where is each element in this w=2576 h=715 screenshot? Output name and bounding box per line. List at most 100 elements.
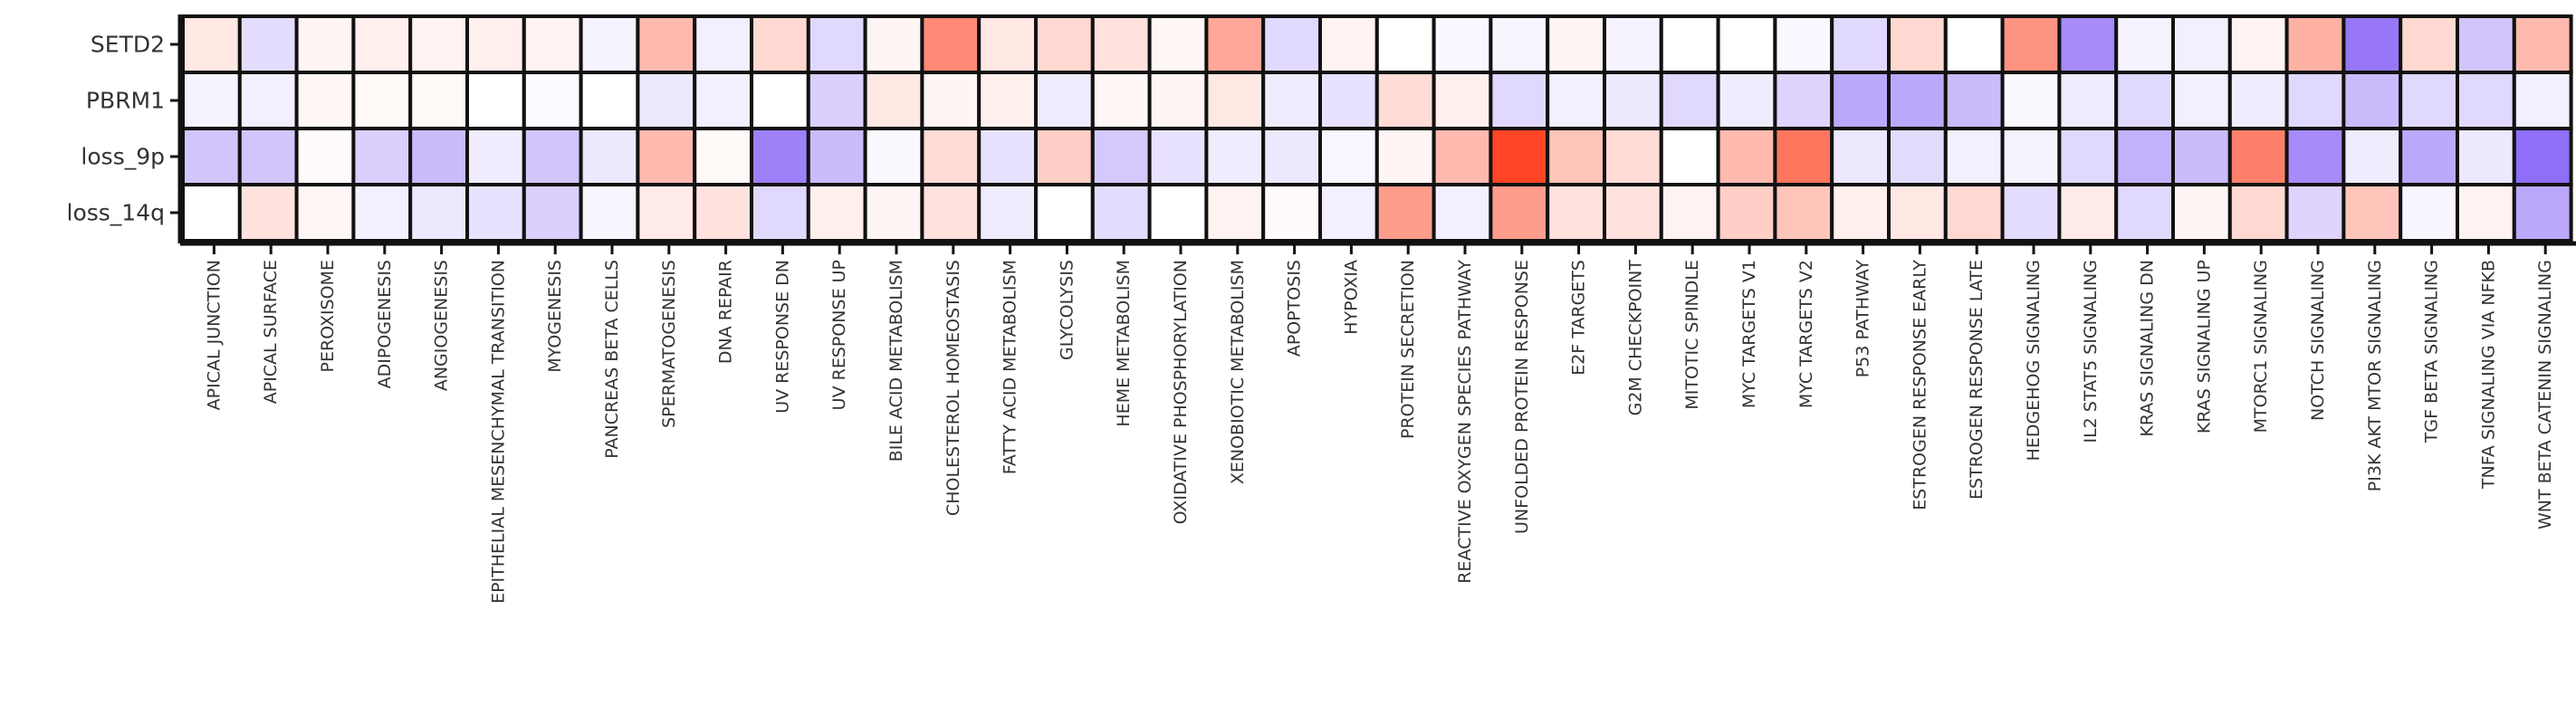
heatmap-cell	[863, 14, 924, 74]
column-label: GLYCOLYSIS	[1057, 260, 1077, 360]
heatmap-axes	[177, 14, 2576, 246]
column-label: HYPOXIA	[1341, 260, 1361, 335]
heatmap-cell	[1147, 14, 1209, 74]
column-label: UV RESPONSE DN	[772, 260, 792, 414]
heatmap-cell	[1318, 14, 1379, 74]
column-label: UV RESPONSE UP	[829, 260, 849, 410]
column-label: APOPTOSIS	[1285, 260, 1305, 357]
heatmap-cell	[1603, 127, 1663, 186]
heatmap-cell	[1546, 71, 1606, 130]
column-label: MYOGENESIS	[545, 260, 565, 373]
column-label: P53 PATHWAY	[1853, 260, 1873, 378]
heatmap-cell	[806, 14, 867, 74]
heatmap-cell	[1943, 14, 2005, 74]
heatmap-cell	[920, 183, 982, 243]
row-label: loss_9p	[81, 144, 165, 170]
column-label: NOTCH SIGNALING	[2308, 260, 2328, 421]
column-label: HEME METABOLISM	[1114, 260, 1134, 427]
heatmap-cell	[1603, 14, 1663, 74]
heatmap-cell	[2512, 127, 2573, 186]
heatmap-cell	[2057, 14, 2119, 74]
heatmap-cell	[1261, 127, 1322, 186]
heatmap-cell	[1034, 14, 1095, 74]
column-label: CHOLESTEROL HOMEOSTASIS	[943, 260, 963, 516]
heatmap-cell	[750, 71, 810, 130]
heatmap-cell	[1716, 183, 1777, 243]
heatmap-cell	[2171, 183, 2232, 243]
column-label: PI3K AKT MTOR SIGNALING	[2365, 260, 2385, 491]
column-label: BILE ACID METABOLISM	[886, 260, 906, 462]
heatmap-cell	[351, 183, 413, 243]
heatmap-cell	[693, 14, 754, 74]
column-label: KRAS SIGNALING DN	[2138, 260, 2158, 437]
heatmap-cell	[920, 71, 982, 130]
heatmap-cell	[863, 183, 924, 243]
column-labels: APICAL JUNCTION APICAL SURFACE PEROXISOME A…	[204, 245, 2555, 604]
heatmap-cell	[1318, 127, 1379, 186]
heatmap-cell	[693, 71, 754, 130]
heatmap-cell	[2456, 127, 2516, 186]
heatmap-cell	[2456, 14, 2516, 74]
heatmap-cell	[2512, 71, 2573, 130]
heatmap-cell	[351, 71, 413, 130]
heatmap-cell	[2227, 183, 2289, 243]
column-label: MYC TARGETS V2	[1796, 260, 1816, 408]
heatmap-cell	[2456, 71, 2516, 130]
heatmap-cell	[920, 127, 982, 186]
column-label: MITOTIC SPINDLE	[1682, 260, 1702, 410]
heatmap-cell	[1773, 183, 1834, 243]
heatmap-cell	[2057, 71, 2119, 130]
heatmap-cell	[1318, 71, 1379, 130]
heatmap-cell	[920, 14, 982, 74]
heatmap-cell	[2399, 183, 2459, 243]
column-label: ADIPOGENESIS	[375, 260, 395, 388]
heatmap-cell	[1489, 183, 1550, 243]
heatmap-cell	[636, 183, 697, 243]
heatmap-cell	[294, 71, 356, 130]
heatmap-cell	[2284, 183, 2346, 243]
heatmap-cell	[1943, 127, 2005, 186]
row-label: SETD2	[91, 32, 165, 58]
heatmap-cell	[1943, 71, 2005, 130]
column-label: WNT BETA CATENIN SIGNALING	[2535, 260, 2555, 529]
heatmap-cell	[1716, 127, 1777, 186]
heatmap-cell	[1374, 183, 1436, 243]
heatmap-cell	[1830, 14, 1891, 74]
heatmap-cell	[1659, 127, 1720, 186]
column-label: ESTROGEN RESPONSE LATE	[1967, 260, 1987, 500]
heatmap-cell	[237, 71, 299, 130]
heatmap-cell	[2512, 14, 2573, 74]
heatmap-cell	[1090, 14, 1152, 74]
heatmap-cell	[977, 183, 1038, 243]
heatmap-cell	[750, 183, 810, 243]
column-label: FATTY ACID METABOLISM	[1001, 260, 1020, 474]
heatmap-cell	[2000, 127, 2062, 186]
column-label: DNA REPAIR	[716, 260, 736, 364]
heatmap-cell	[522, 71, 583, 130]
heatmap-cell	[1546, 127, 1606, 186]
heatmap-cell	[351, 127, 413, 186]
column-label: IL2 STAT5 SIGNALING	[2081, 260, 2101, 443]
column-label: MTORC1 SIGNALING	[2251, 260, 2271, 433]
heatmap-cell	[2284, 71, 2346, 130]
heatmap-cells	[181, 14, 2573, 243]
heatmap-cell	[1432, 183, 1493, 243]
column-label: SPERMATOGENESIS	[659, 260, 679, 428]
column-label: KRAS SIGNALING UP	[2194, 260, 2214, 434]
heatmap-cell	[1034, 183, 1095, 243]
heatmap-cell	[863, 71, 924, 130]
column-label: ANGIOGENESIS	[432, 260, 452, 391]
heatmap-cell	[1489, 14, 1550, 74]
column-label: TNFA SIGNALING VIA NFKB	[2478, 260, 2498, 490]
heatmap-cell	[1147, 127, 1209, 186]
heatmap-cell	[237, 127, 299, 186]
heatmap-cell	[1716, 71, 1777, 130]
heatmap-cell	[1887, 127, 1948, 186]
heatmap-cell	[2057, 183, 2119, 243]
heatmap-cell	[1374, 71, 1436, 130]
heatmap-cell	[2114, 14, 2175, 74]
heatmap-cell	[806, 127, 867, 186]
heatmap-cell	[2227, 71, 2289, 130]
heatmap-cell	[1716, 14, 1777, 74]
